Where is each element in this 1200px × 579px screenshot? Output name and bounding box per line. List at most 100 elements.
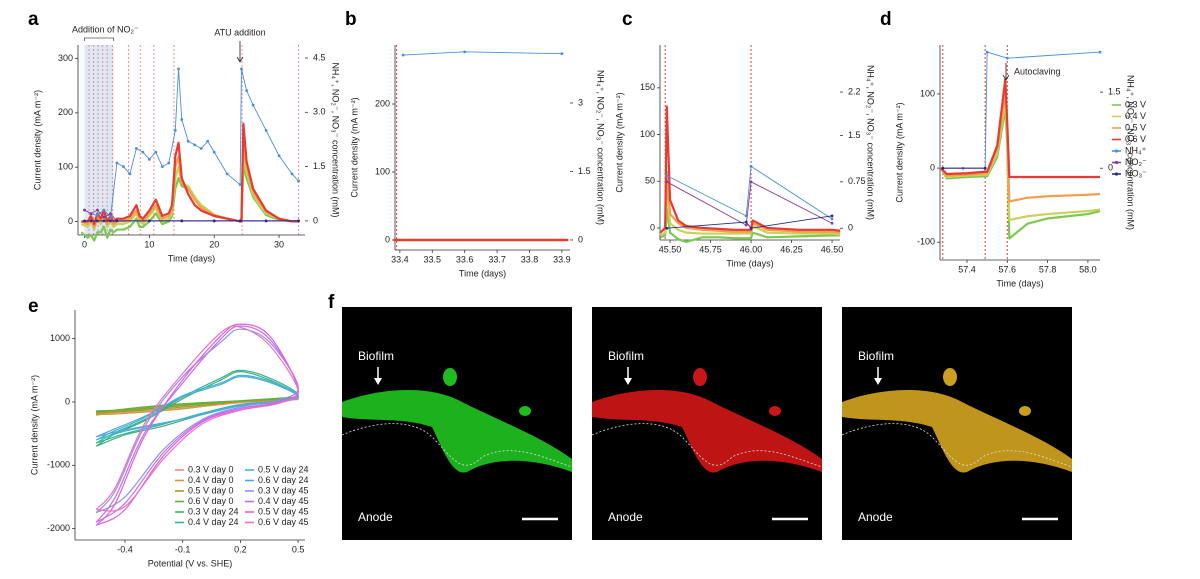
concentration-line bbox=[666, 215, 833, 229]
x-tick-label: 33.9 bbox=[553, 254, 571, 264]
x-tick-label: 10 bbox=[144, 239, 154, 249]
concentration-point bbox=[193, 143, 197, 147]
y-tick-label: 200 bbox=[375, 98, 390, 108]
y-tick-label: -2000 bbox=[47, 523, 70, 533]
y-tick-label: 100 bbox=[58, 162, 73, 172]
x-tick-label: 46.00 bbox=[740, 244, 763, 254]
concentration-point bbox=[147, 157, 151, 161]
legend-label: 0.6 V day 24 bbox=[258, 475, 309, 485]
current-line bbox=[940, 78, 1100, 179]
y2-axis-title: NH₄⁺, NO₂⁻, NO₃⁻ concentration (mM) bbox=[331, 62, 341, 217]
concentration-point bbox=[102, 208, 106, 212]
x-tick-label: 30 bbox=[274, 239, 284, 249]
arrow-head bbox=[874, 378, 882, 385]
annotation: ATU addition bbox=[214, 27, 265, 37]
x-tick-label: 57.8 bbox=[1039, 264, 1057, 274]
concentration-point bbox=[147, 219, 151, 223]
y-tick-label: -1000 bbox=[47, 460, 70, 470]
concentration-point bbox=[297, 179, 300, 183]
current-line bbox=[659, 170, 841, 234]
concentration-point bbox=[830, 221, 834, 225]
legend-label: 0.6 V day 0 bbox=[188, 496, 234, 506]
concentration-point bbox=[122, 165, 125, 169]
y-tick-label: 0 bbox=[68, 216, 73, 226]
concentration-point bbox=[297, 219, 300, 223]
x-tick-label: 57.6 bbox=[999, 264, 1017, 274]
x-tick-label: 0.2 bbox=[234, 544, 247, 554]
y2-tick-label: 3 bbox=[578, 97, 583, 107]
biofilm-cluster bbox=[769, 406, 781, 416]
legend-label: 0.3 V day 24 bbox=[188, 506, 239, 516]
concentration-point bbox=[177, 67, 180, 71]
concentration-point bbox=[225, 172, 229, 176]
panel-letter: e bbox=[28, 296, 39, 317]
x-tick-label: -0.4 bbox=[117, 544, 133, 554]
concentration-point bbox=[83, 219, 86, 223]
y-tick-label: -100 bbox=[917, 237, 935, 247]
current-line bbox=[81, 122, 299, 226]
concentration-line bbox=[666, 165, 833, 220]
biofilm-cluster bbox=[443, 368, 457, 386]
y2-axis-title: NH₄⁺, NO₂⁻, NO₃⁻ concentration (mM) bbox=[866, 65, 876, 220]
image-label: Anode bbox=[608, 510, 643, 524]
x-tick-label: 46.25 bbox=[780, 244, 803, 254]
annotation: Autoclaving bbox=[1014, 66, 1061, 76]
legend-label: NH₄⁺ bbox=[1125, 145, 1147, 155]
bracket bbox=[84, 37, 115, 41]
concentration-point bbox=[941, 166, 945, 170]
x-axis-title: Time (days) bbox=[726, 258, 773, 268]
concentration-point bbox=[290, 172, 294, 176]
concentration-point bbox=[245, 89, 249, 92]
legend-label: 0.5 V day 45 bbox=[258, 506, 309, 516]
legend-label: NO₃⁻ bbox=[1125, 168, 1147, 178]
legend-label: 0.3 V bbox=[1125, 99, 1146, 109]
y2-tick-label: 0 bbox=[313, 215, 318, 225]
current-line bbox=[95, 323, 299, 526]
y-axis-title: Current density (mA m⁻²) bbox=[614, 92, 624, 192]
anode-boundary bbox=[341, 423, 573, 468]
y-tick-label: 1000 bbox=[50, 333, 70, 343]
x-axis-title: Time (days) bbox=[459, 268, 506, 278]
concentration-point bbox=[206, 139, 210, 143]
biofilm bbox=[592, 389, 822, 473]
current-line bbox=[659, 208, 841, 244]
y2-tick-label: 3.0 bbox=[313, 107, 326, 117]
legend-label: 0.4 V day 24 bbox=[188, 517, 239, 527]
arrow-head bbox=[374, 378, 382, 385]
panel-letter: d bbox=[880, 9, 892, 30]
concentration-point bbox=[186, 139, 190, 143]
concentration-point bbox=[264, 129, 268, 132]
concentration-point bbox=[109, 212, 112, 216]
y-tick-label: 0 bbox=[65, 396, 70, 406]
y2-tick-label: 0 bbox=[578, 234, 583, 244]
concentration-point bbox=[109, 215, 112, 219]
concentration-point bbox=[749, 180, 753, 184]
image-label: Biofilm bbox=[858, 349, 894, 363]
x-tick-label: -0.1 bbox=[175, 544, 191, 554]
current-line bbox=[659, 189, 841, 237]
x-axis-title: Time (days) bbox=[168, 253, 215, 263]
concentration-point bbox=[985, 50, 989, 54]
biofilm-cluster bbox=[943, 368, 957, 386]
x-tick-label: 33.4 bbox=[391, 254, 409, 264]
concentration-point bbox=[96, 214, 99, 217]
biofilm bbox=[342, 389, 572, 473]
current-line bbox=[659, 105, 841, 234]
y2-tick-label: 1.5 bbox=[313, 161, 326, 171]
concentration-point bbox=[89, 212, 93, 216]
concentration-point bbox=[160, 165, 164, 169]
legend-dot bbox=[1114, 172, 1119, 176]
biofilm-cluster bbox=[1019, 406, 1031, 416]
concentration-point bbox=[134, 147, 138, 150]
concentration-point bbox=[665, 174, 669, 178]
concentration-point bbox=[212, 150, 216, 154]
concentration-point bbox=[463, 50, 467, 54]
legend-label: 0.4 V day 0 bbox=[188, 475, 234, 485]
legend-label: 0.5 V day 24 bbox=[258, 464, 309, 474]
current-line bbox=[80, 166, 299, 242]
x-tick-label: 46.50 bbox=[821, 244, 844, 254]
y2-axis-title: NH₄⁺, NO₂⁻, NO₃⁻ concentration (mM) bbox=[596, 70, 606, 225]
current-line bbox=[95, 325, 299, 512]
y2-tick-label: 2.2 bbox=[848, 86, 861, 96]
